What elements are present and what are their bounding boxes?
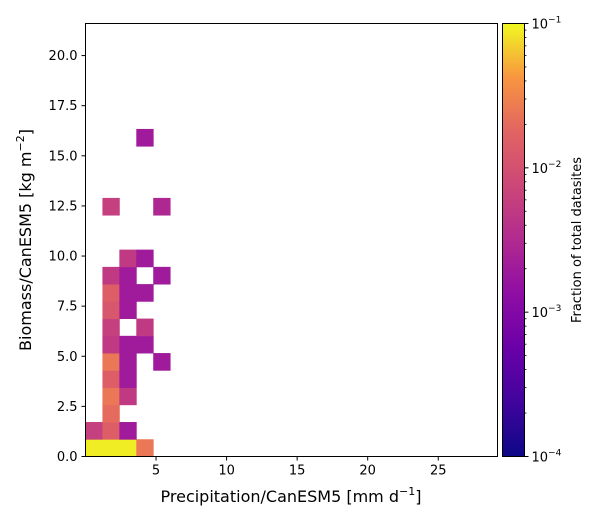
y-tick-label: 20.0: [49, 49, 78, 64]
colorbar-tick-label: 10−1: [532, 16, 562, 33]
heatmap-cell: [102, 353, 120, 371]
plot-frame: [85, 23, 498, 457]
heatmap-cell: [119, 370, 137, 388]
x-axis-label: Precipitation/CanESM5 [mm d−1]: [161, 485, 422, 506]
heatmap-cell: [136, 439, 154, 457]
heatmap-cell: [119, 387, 137, 406]
heatmap-cell: [119, 439, 137, 457]
heatmap-cell: [85, 422, 103, 440]
heatmap-cell: [102, 370, 120, 388]
y-tick-label: 0.0: [57, 450, 78, 465]
colorbar-label: Fraction of total datasites: [570, 157, 585, 323]
y-tick-label: 17.5: [49, 99, 78, 114]
x-axis-ticks: 5 10 15 20 25: [152, 456, 447, 479]
y-tick-label: 10.0: [49, 250, 78, 265]
colorbar: [502, 23, 525, 457]
y-tick-label: 15.0: [49, 149, 78, 164]
heatmap-cell: [102, 197, 120, 216]
heatmap-cell: [153, 197, 171, 216]
heatmap-cell: [102, 266, 120, 285]
y-axis-ticks: 0.0 2.5 5.0 7.5 10.0 12.5 15.0 17.5 20.0: [49, 49, 86, 465]
heatmap-cell: [136, 284, 154, 302]
heatmap-cell: [119, 335, 137, 354]
heatmap-cell: [102, 422, 120, 440]
heatmap-cell: [119, 301, 137, 319]
heatmap-cell: [85, 439, 103, 457]
colorbar-tick-label: 10−3: [532, 304, 562, 321]
heatmap-cell: [119, 266, 137, 285]
heatmap-cell: [119, 284, 137, 302]
heatmap-cell: [102, 284, 120, 302]
heatmap-cell: [102, 439, 120, 457]
y-tick-label: 2.5: [57, 400, 78, 415]
heatmap-cell: [102, 387, 120, 406]
heatmap-cell: [102, 335, 120, 354]
heatmap-cell: [119, 422, 137, 440]
heatmap-cell: [119, 249, 137, 268]
colorbar-tick-label: 10−2: [532, 160, 562, 177]
colorbar-ticks: 10−1 10−2 10−3 10−4: [524, 16, 562, 466]
x-tick-label: 10: [218, 464, 235, 479]
x-tick-label: 5: [152, 464, 160, 479]
x-tick-label: 25: [430, 464, 447, 479]
heatmap-cell: [102, 404, 120, 423]
heatmap-cell: [136, 318, 154, 337]
heatmap-cell: [153, 266, 171, 285]
heatmap-cell: [153, 353, 171, 371]
heatmap-cell: [102, 301, 120, 319]
x-tick-label: 15: [289, 464, 306, 479]
heatmap-cell: [119, 353, 137, 371]
heatmap-cell: [136, 249, 154, 268]
heatmap-cell: [136, 128, 154, 147]
colorbar-tick-label: 10−4: [532, 449, 562, 466]
y-tick-label: 12.5: [49, 199, 78, 214]
heatmap-cell: [102, 318, 120, 337]
heatmap-cells: [85, 128, 171, 457]
heatmap-cell: [136, 335, 154, 354]
y-tick-label: 5.0: [57, 350, 78, 365]
y-axis-label: Biomass/CanESM5 [kg m−2]: [14, 129, 35, 351]
x-tick-label: 20: [359, 464, 376, 479]
y-tick-label: 7.5: [57, 300, 78, 315]
